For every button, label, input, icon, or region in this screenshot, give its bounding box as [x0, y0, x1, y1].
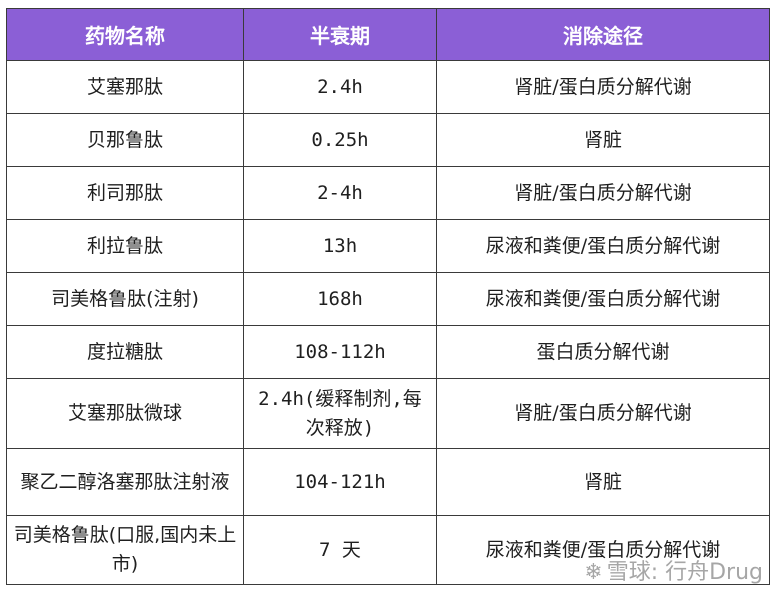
cell-elimination-route: 肾脏/蛋白质分解代谢 — [436, 166, 770, 220]
cell-elimination-route: 肾脏 — [436, 113, 770, 167]
table-row: 司美格鲁肽(注射) 168h 尿液和粪便/蛋白质分解代谢 — [6, 272, 770, 326]
cell-elimination-route: 尿液和粪便/蛋白质分解代谢 — [436, 515, 770, 585]
cell-drug-name: 艾塞那肽微球 — [6, 378, 244, 449]
table-row: 艾塞那肽微球 2.4h(缓释制剂,每次释放) 肾脏/蛋白质分解代谢 — [6, 378, 770, 449]
cell-elimination-route: 肾脏 — [436, 448, 770, 516]
cell-drug-name: 司美格鲁肽(注射) — [6, 272, 244, 326]
table-row: 度拉糖肽 108-112h 蛋白质分解代谢 — [6, 325, 770, 379]
cell-half-life: 2.4h(缓释制剂,每次释放) — [243, 378, 437, 449]
table-row: 聚乙二醇洛塞那肽注射液 104-121h 肾脏 — [6, 448, 770, 516]
table-header-row: 药物名称 半衰期 消除途径 — [6, 8, 770, 61]
cell-half-life: 108-112h — [243, 325, 437, 379]
cell-half-life: 7 天 — [243, 515, 437, 585]
cell-drug-name: 利司那肽 — [6, 166, 244, 220]
cell-half-life: 104-121h — [243, 448, 437, 516]
cell-half-life: 2-4h — [243, 166, 437, 220]
cell-elimination-route: 肾脏/蛋白质分解代谢 — [436, 378, 770, 449]
cell-drug-name: 聚乙二醇洛塞那肽注射液 — [6, 448, 244, 516]
cell-elimination-route: 蛋白质分解代谢 — [436, 325, 770, 379]
header-half-life: 半衰期 — [243, 8, 437, 61]
cell-drug-name: 贝那鲁肽 — [6, 113, 244, 167]
drug-half-life-table: 药物名称 半衰期 消除途径 艾塞那肽 2.4h 肾脏/蛋白质分解代谢 贝那鲁肽 … — [6, 8, 770, 585]
cell-drug-name: 司美格鲁肽(口服,国内未上市) — [6, 515, 244, 585]
cell-elimination-route: 尿液和粪便/蛋白质分解代谢 — [436, 272, 770, 326]
cell-half-life: 13h — [243, 219, 437, 273]
cell-drug-name: 度拉糖肽 — [6, 325, 244, 379]
snowball-logo-icon: ❄ — [584, 560, 603, 585]
table-row: 艾塞那肽 2.4h 肾脏/蛋白质分解代谢 — [6, 60, 770, 114]
table-row: 司美格鲁肽(口服,国内未上市) 7 天 尿液和粪便/蛋白质分解代谢 — [6, 515, 770, 585]
watermark-text: 雪球: 行舟Drug — [606, 560, 763, 585]
cell-drug-name: 艾塞那肽 — [6, 60, 244, 114]
cell-half-life: 2.4h — [243, 60, 437, 114]
table-row: 贝那鲁肽 0.25h 肾脏 — [6, 113, 770, 167]
cell-elimination-route: 肾脏/蛋白质分解代谢 — [436, 60, 770, 114]
cell-half-life: 0.25h — [243, 113, 437, 167]
table-row: 利司那肽 2-4h 肾脏/蛋白质分解代谢 — [6, 166, 770, 220]
cell-drug-name: 利拉鲁肽 — [6, 219, 244, 273]
cell-half-life: 168h — [243, 272, 437, 326]
header-drug-name: 药物名称 — [6, 8, 244, 61]
watermark: ❄ 雪球: 行舟Drug — [584, 554, 763, 586]
cell-elimination-route: 尿液和粪便/蛋白质分解代谢 — [436, 219, 770, 273]
table-row: 利拉鲁肽 13h 尿液和粪便/蛋白质分解代谢 — [6, 219, 770, 273]
header-elimination-route: 消除途径 — [436, 8, 770, 61]
